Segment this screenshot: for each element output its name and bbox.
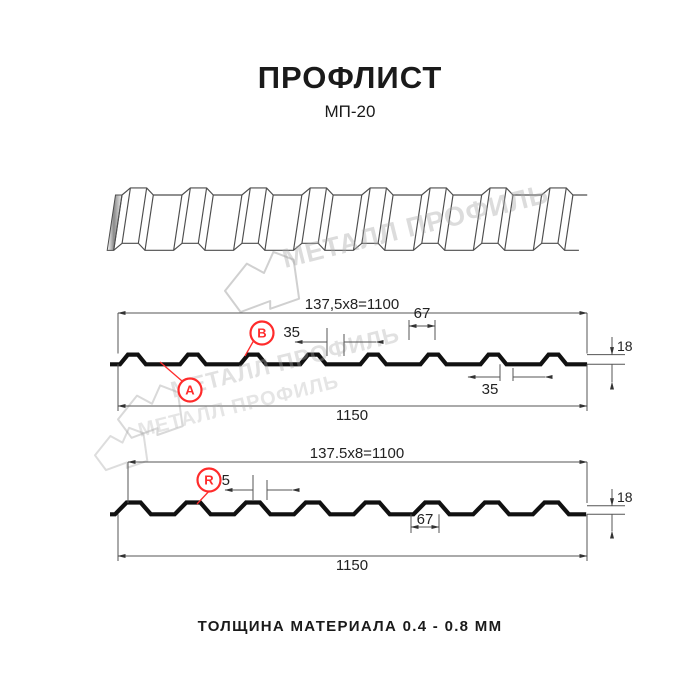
svg-text:137.5x8=1100: 137.5x8=1100: [310, 445, 404, 462]
svg-text:137,5x8=1100: 137,5x8=1100: [305, 296, 399, 313]
svg-text:1150: 1150: [336, 407, 368, 424]
svg-text:R: R: [204, 473, 214, 488]
svg-text:67: 67: [417, 511, 434, 528]
svg-text:18: 18: [617, 489, 633, 505]
svg-text:B: B: [257, 326, 266, 341]
svg-text:35: 35: [283, 324, 300, 341]
svg-text:67: 67: [414, 305, 431, 322]
svg-text:1150: 1150: [336, 557, 368, 574]
svg-text:35: 35: [482, 381, 499, 398]
svg-text:18: 18: [617, 338, 633, 354]
svg-text:МЕТАЛЛ ПРОФИЛЬ: МЕТАЛЛ ПРОФИЛЬ: [279, 179, 552, 274]
svg-text:A: A: [185, 383, 195, 398]
